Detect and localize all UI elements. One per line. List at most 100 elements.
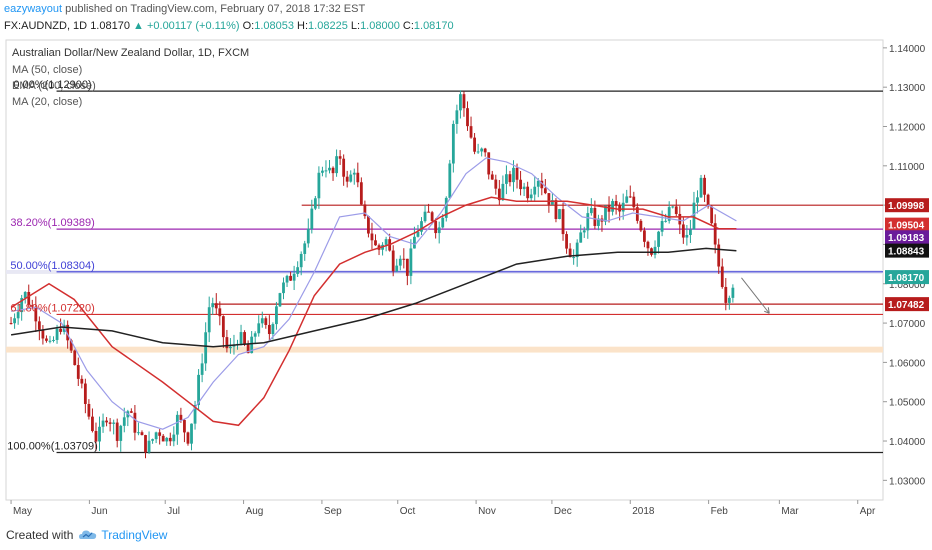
candle-body[interactable] bbox=[260, 318, 264, 324]
candle-body[interactable] bbox=[144, 435, 147, 453]
candle-body[interactable] bbox=[575, 242, 579, 258]
candle-body[interactable] bbox=[678, 213, 682, 225]
candle-body[interactable] bbox=[614, 201, 618, 206]
candle-body[interactable] bbox=[356, 172, 360, 183]
candle-body[interactable] bbox=[628, 196, 632, 198]
candle-body[interactable] bbox=[448, 163, 452, 198]
candle-body[interactable] bbox=[579, 232, 583, 243]
candle-body[interactable] bbox=[717, 244, 721, 267]
candle-body[interactable] bbox=[505, 174, 508, 184]
candle-body[interactable] bbox=[398, 258, 402, 266]
candle-body[interactable] bbox=[713, 223, 717, 245]
candle-body[interactable] bbox=[359, 182, 363, 205]
candle-body[interactable] bbox=[434, 220, 438, 234]
candle-body[interactable] bbox=[23, 291, 27, 299]
candle-body[interactable] bbox=[597, 218, 600, 226]
candle-body[interactable] bbox=[310, 208, 314, 229]
candle-body[interactable] bbox=[437, 227, 441, 234]
candle-body[interactable] bbox=[374, 240, 377, 246]
candle-body[interactable] bbox=[299, 253, 303, 268]
candle-body[interactable] bbox=[30, 305, 34, 307]
candle-body[interactable] bbox=[639, 220, 643, 231]
ema200-line[interactable] bbox=[10, 247, 737, 348]
candle-body[interactable] bbox=[335, 156, 338, 174]
candle-body[interactable] bbox=[161, 435, 165, 442]
candle-body[interactable] bbox=[87, 403, 91, 417]
candle-body[interactable] bbox=[543, 188, 547, 194]
candle-body[interactable] bbox=[168, 437, 172, 442]
candle-body[interactable] bbox=[80, 378, 84, 384]
candle-body[interactable] bbox=[239, 332, 243, 344]
candle-body[interactable] bbox=[296, 267, 300, 274]
candle-body[interactable] bbox=[593, 207, 597, 226]
candle-body[interactable] bbox=[519, 179, 522, 190]
ma20-line[interactable] bbox=[10, 196, 737, 427]
candle-body[interactable] bbox=[391, 250, 395, 272]
candle-body[interactable] bbox=[558, 209, 561, 219]
candle-body[interactable] bbox=[175, 414, 179, 435]
candle-body[interactable] bbox=[696, 197, 699, 203]
candle-body[interactable] bbox=[275, 306, 278, 325]
candle-body[interactable] bbox=[607, 205, 611, 212]
candle-body[interactable] bbox=[154, 432, 158, 440]
candle-body[interactable] bbox=[522, 186, 526, 190]
candle-body[interactable] bbox=[197, 374, 200, 406]
candle-body[interactable] bbox=[147, 440, 151, 453]
candle-body[interactable] bbox=[73, 350, 77, 366]
candle-body[interactable] bbox=[246, 343, 250, 354]
candle-body[interactable] bbox=[731, 287, 735, 298]
candle-body[interactable] bbox=[321, 170, 324, 173]
candle-body[interactable] bbox=[413, 236, 416, 249]
candle-body[interactable] bbox=[487, 152, 491, 175]
candle-body[interactable] bbox=[402, 258, 406, 260]
candle-body[interactable] bbox=[324, 170, 328, 172]
candle-body[interactable] bbox=[285, 275, 289, 283]
chart-area[interactable]: 0.00%(1.12900) 38.20%(1.09389) 50.00%(1.08… bbox=[0, 36, 932, 522]
candle-body[interactable] bbox=[476, 151, 480, 153]
candle-body[interactable] bbox=[158, 432, 162, 436]
candle-body[interactable] bbox=[66, 324, 70, 341]
candle-body[interactable] bbox=[621, 202, 625, 212]
candle-body[interactable] bbox=[660, 221, 664, 232]
candle-body[interactable] bbox=[685, 234, 689, 238]
candle-body[interactable] bbox=[367, 216, 370, 234]
candle-body[interactable] bbox=[94, 431, 98, 442]
candle-body[interactable] bbox=[207, 307, 211, 333]
candle-body[interactable] bbox=[632, 196, 636, 208]
candle-body[interactable] bbox=[69, 340, 73, 351]
candle-body[interactable] bbox=[204, 332, 208, 364]
candle-body[interactable] bbox=[547, 193, 551, 205]
candle-body[interactable] bbox=[328, 167, 331, 171]
candle-body[interactable] bbox=[186, 432, 190, 444]
candle-body[interactable] bbox=[338, 156, 342, 159]
candle-body[interactable] bbox=[264, 318, 268, 325]
candle-body[interactable] bbox=[512, 167, 515, 183]
candle-body[interactable] bbox=[689, 229, 692, 235]
candle-body[interactable] bbox=[200, 363, 204, 375]
candle-body[interactable] bbox=[423, 211, 427, 222]
candle-body[interactable] bbox=[306, 228, 310, 244]
candle-body[interactable] bbox=[190, 423, 193, 444]
candle-body[interactable] bbox=[253, 333, 257, 337]
candle-body[interactable] bbox=[604, 205, 607, 222]
candle-body[interactable] bbox=[533, 186, 537, 195]
projection-arrow-line[interactable] bbox=[741, 277, 770, 314]
candle-body[interactable] bbox=[282, 282, 285, 294]
candle-body[interactable] bbox=[727, 297, 731, 303]
candle-body[interactable] bbox=[151, 439, 154, 441]
candle-body[interactable] bbox=[342, 158, 346, 177]
candle-body[interactable] bbox=[643, 230, 646, 242]
candle-body[interactable] bbox=[416, 231, 420, 237]
candle-body[interactable] bbox=[267, 324, 271, 335]
candle-body[interactable] bbox=[317, 172, 321, 199]
candle-body[interactable] bbox=[589, 207, 593, 214]
candle-body[interactable] bbox=[76, 365, 80, 379]
candle-body[interactable] bbox=[250, 336, 254, 354]
candle-body[interactable] bbox=[115, 422, 119, 441]
candle-body[interactable] bbox=[257, 323, 261, 334]
candle-body[interactable] bbox=[48, 340, 52, 342]
candle-body[interactable] bbox=[451, 123, 455, 164]
candle-body[interactable] bbox=[699, 177, 703, 198]
candle-body[interactable] bbox=[37, 321, 41, 330]
candle-body[interactable] bbox=[303, 243, 307, 254]
